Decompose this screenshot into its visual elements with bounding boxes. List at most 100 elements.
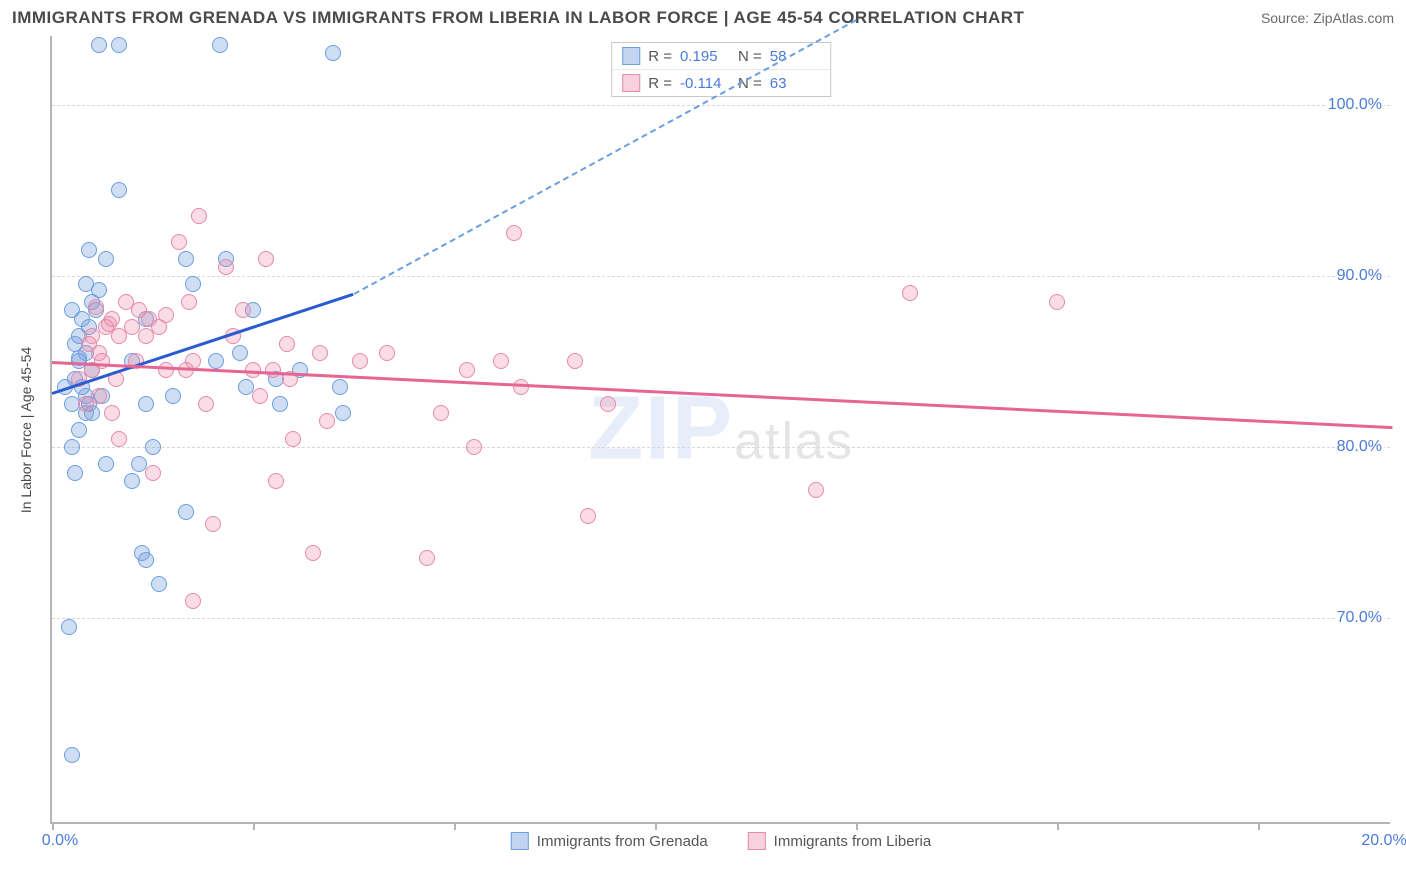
point-liberia [158,362,174,378]
point-liberia [600,396,616,412]
point-liberia [312,345,328,361]
point-grenada [64,747,80,763]
point-grenada [212,37,228,53]
point-liberia [279,336,295,352]
point-liberia [379,345,395,361]
y-axis-title: In Labor Force | Age 45-54 [18,347,34,513]
point-grenada [178,504,194,520]
legend-n-value: 63 [770,75,820,92]
point-liberia [580,508,596,524]
point-grenada [98,251,114,267]
point-liberia [352,353,368,369]
x-tick [253,822,255,830]
chart-title: IMMIGRANTS FROM GRENADA VS IMMIGRANTS FR… [12,8,1024,28]
x-tick-label: 0.0% [42,832,78,850]
point-liberia [1049,294,1065,310]
gridline [52,618,1390,619]
point-liberia [235,302,251,318]
point-liberia [198,396,214,412]
point-grenada [91,37,107,53]
point-grenada [208,353,224,369]
scatter-chart: ZIPatlas R = 0.195 N = 58 R = -0.114 N =… [50,36,1390,824]
point-liberia [185,593,201,609]
point-liberia [88,299,104,315]
trendline-grenada-dash [353,19,856,295]
bottom-legend-item: Immigrants from Liberia [748,832,932,850]
y-tick-label: 90.0% [1335,267,1384,285]
point-grenada [145,439,161,455]
x-tick [1057,822,1059,830]
point-liberia [459,362,475,378]
point-grenada [81,242,97,258]
chart-source: Source: ZipAtlas.com [1261,10,1394,26]
y-tick-label: 100.0% [1326,96,1384,114]
bottom-legend-label: Immigrants from Grenada [537,833,708,850]
point-grenada [64,439,80,455]
gridline [52,276,1390,277]
point-liberia [506,225,522,241]
bottom-legend-label: Immigrants from Liberia [774,833,932,850]
point-liberia [84,328,100,344]
point-liberia [319,413,335,429]
point-liberia [902,285,918,301]
point-grenada [124,473,140,489]
point-liberia [258,251,274,267]
point-grenada [61,619,77,635]
point-liberia [493,353,509,369]
point-liberia [285,431,301,447]
point-grenada [335,405,351,421]
legend-r-label: R = [648,48,672,65]
point-liberia [513,379,529,395]
legend-n-label: N = [738,48,762,65]
point-grenada [178,251,194,267]
legend-row-grenada: R = 0.195 N = 58 [612,43,830,69]
point-grenada [111,37,127,53]
point-grenada [325,45,341,61]
bottom-legend: Immigrants from Grenada Immigrants from … [511,832,931,850]
point-liberia [567,353,583,369]
point-grenada [165,388,181,404]
gridline [52,105,1390,106]
point-liberia [419,550,435,566]
point-grenada [232,345,248,361]
x-tick [52,822,54,830]
x-tick-label: 20.0% [1361,832,1406,850]
point-liberia [145,465,161,481]
point-liberia [78,396,94,412]
point-grenada [138,552,154,568]
point-liberia [218,259,234,275]
swatch-blue-icon [511,832,529,850]
swatch-pink-icon [622,74,640,92]
point-liberia [252,388,268,404]
legend-r-label: R = [648,75,672,92]
point-liberia [466,439,482,455]
point-grenada [151,576,167,592]
point-grenada [185,276,201,292]
point-liberia [265,362,281,378]
point-liberia [808,482,824,498]
point-liberia [205,516,221,532]
point-liberia [91,388,107,404]
point-grenada [111,182,127,198]
point-grenada [71,422,87,438]
gridline [52,447,1390,448]
y-tick-label: 80.0% [1335,438,1384,456]
point-liberia [305,545,321,561]
point-grenada [332,379,348,395]
point-liberia [268,473,284,489]
legend-r-value: -0.114 [680,75,730,92]
x-tick [655,822,657,830]
point-grenada [67,465,83,481]
point-grenada [78,276,94,292]
bottom-legend-item: Immigrants from Grenada [511,832,708,850]
y-tick-label: 70.0% [1335,609,1384,627]
point-grenada [272,396,288,412]
point-grenada [98,456,114,472]
point-grenada [138,396,154,412]
x-tick [856,822,858,830]
point-liberia [433,405,449,421]
point-liberia [181,294,197,310]
point-liberia [158,307,174,323]
point-liberia [111,431,127,447]
point-liberia [171,234,187,250]
